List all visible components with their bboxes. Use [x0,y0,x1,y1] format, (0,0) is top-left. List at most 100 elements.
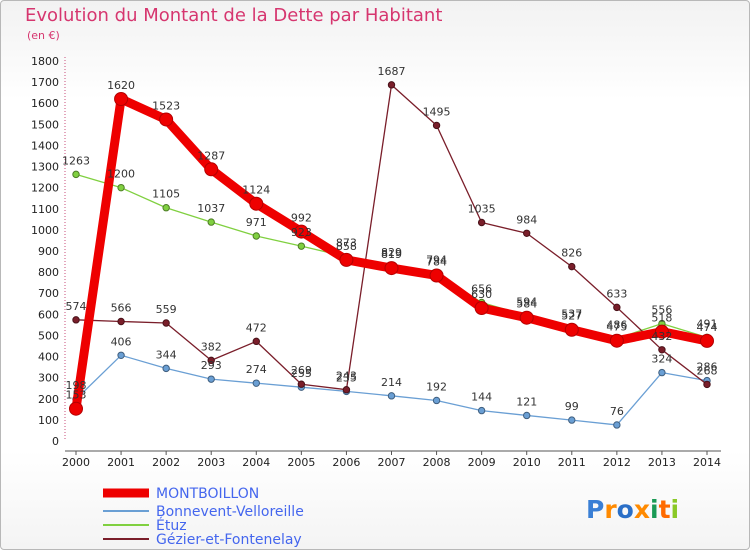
data-point [117,351,125,359]
data-label: 269 [291,364,312,377]
data-label: 594 [516,296,537,309]
data-label: 268 [697,364,718,377]
data-point [159,112,174,127]
data-point [342,386,351,394]
y-tick-label: 500 [38,329,59,342]
data-point [613,421,621,429]
data-point [387,392,396,400]
data-point [658,368,666,377]
data-label: 566 [111,302,132,315]
data-label: 829 [381,246,402,259]
data-point [432,121,441,130]
data-label: 559 [156,303,177,316]
data-label: 324 [651,353,672,366]
data-label: 243 [336,370,357,383]
y-tick-label: 1300 [31,161,59,174]
y-tick-label: 800 [38,266,59,279]
data-point [162,364,170,373]
data-label: 432 [651,330,672,343]
data-label: 99 [565,400,579,413]
data-point [432,396,441,405]
data-point [117,317,125,326]
data-point [252,379,260,387]
proxiti-logo: Proxiti [586,495,679,524]
data-label: 472 [246,321,267,334]
data-point [114,92,129,106]
x-tick-label: 2014 [693,456,721,469]
y-tick-label: 300 [38,372,59,385]
legend-label: Étuz [156,517,187,534]
x-tick-label: 2004 [242,456,270,469]
data-label: 153 [66,389,87,402]
x-tick-label: 2013 [648,456,676,469]
data-label: 873 [336,237,357,250]
data-point [700,333,714,348]
data-label: 1687 [378,65,406,78]
data-label: 293 [201,359,222,372]
data-label: 1523 [152,99,180,112]
data-point [162,204,170,212]
x-tick-label: 2006 [332,456,360,469]
data-label: 1037 [197,202,225,215]
data-label: 556 [651,304,672,317]
x-tick-label: 2011 [558,456,586,469]
data-point [523,411,531,420]
data-point [72,316,80,324]
y-tick-label: 1800 [31,55,59,68]
data-label: 121 [516,395,537,408]
data-point [523,229,531,237]
data-label: 784 [426,255,447,268]
x-tick-label: 2008 [423,456,451,469]
data-point [207,218,215,226]
data-label: 574 [66,300,87,313]
x-tick-label: 2007 [378,456,406,469]
y-tick-label: 600 [38,308,59,321]
legend-label: Gézier-et-Fontenelay [156,532,302,548]
data-point [654,324,669,339]
data-point [477,406,486,415]
data-point [252,232,260,240]
y-tick-label: 1700 [31,76,59,89]
data-label: 474 [697,321,718,334]
x-tick-label: 2001 [107,456,135,469]
data-point [204,162,219,177]
data-point [207,356,215,365]
data-label: 1495 [423,105,451,118]
chart-subtitle: (en €) [27,29,60,42]
data-point [609,333,624,348]
x-tick-label: 2000 [62,456,90,469]
x-tick-label: 2009 [468,456,496,469]
y-tick-label: 1100 [31,203,59,216]
data-label: 656 [471,283,492,296]
data-point [568,416,576,424]
data-point [703,380,711,389]
data-label: 584 [516,298,537,311]
data-point [249,196,264,211]
data-label: 344 [156,348,177,361]
data-point [339,252,354,267]
y-tick-label: 400 [38,351,59,364]
data-label: 826 [561,247,582,260]
data-label: 992 [291,212,312,225]
y-tick-label: 0 [52,435,59,448]
data-label: 255 [291,367,312,380]
y-tick-label: 1600 [31,97,59,110]
data-label: 537 [561,308,582,321]
y-tick-label: 900 [38,245,59,258]
data-point [568,262,576,271]
data-point [297,380,306,388]
data-point [474,301,489,315]
data-label: 144 [471,391,492,404]
data-point [387,81,396,89]
data-label: 274 [246,363,267,376]
data-point [658,346,666,354]
data-point [429,268,444,283]
data-point [564,322,579,337]
data-label: 486 [606,318,627,331]
data-point [297,242,306,250]
data-point [519,310,534,325]
data-label: 1035 [468,203,496,216]
data-label: 406 [111,335,132,348]
chart-title: Evolution du Montant de la Dette par Hab… [25,5,443,26]
